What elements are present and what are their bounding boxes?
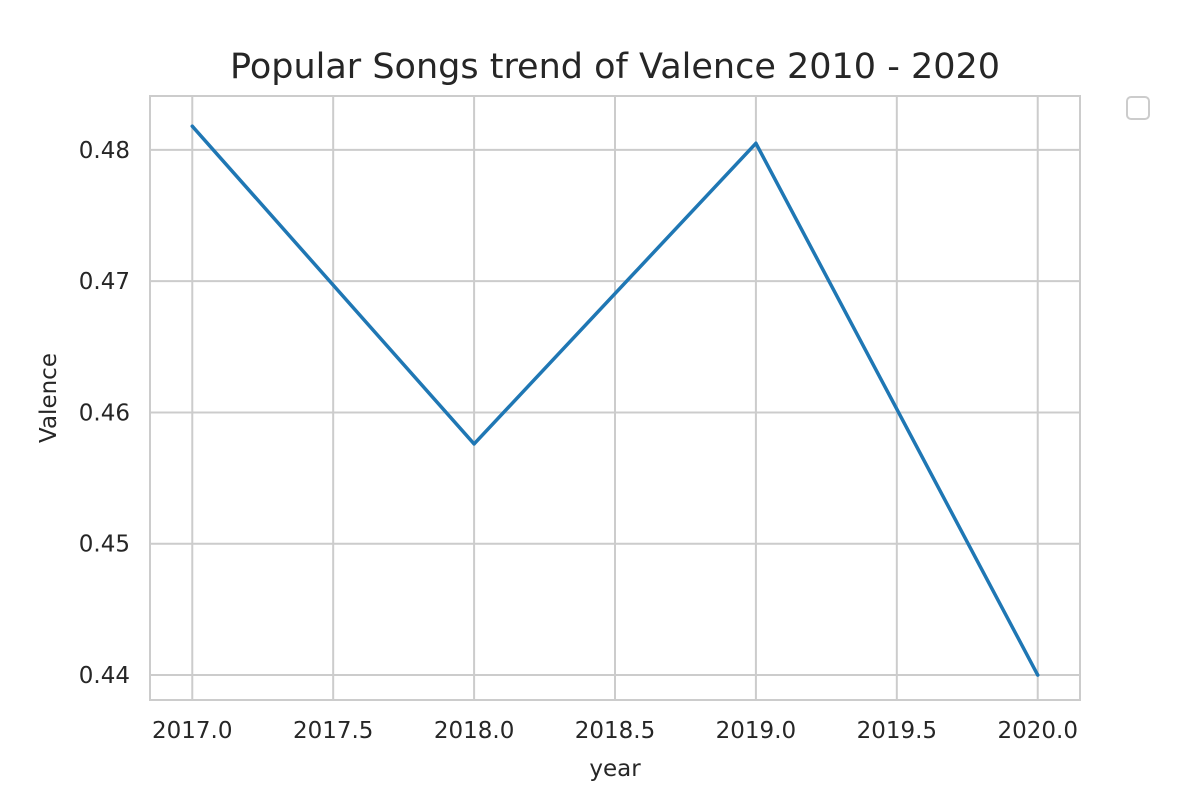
series-layer xyxy=(190,124,1040,677)
y-tick-label: 0.44 xyxy=(79,663,130,689)
data-point xyxy=(190,124,194,128)
y-axis-label: Valence xyxy=(36,353,62,443)
x-tick-label: 2018.5 xyxy=(575,718,655,744)
y-tick-label: 0.47 xyxy=(79,269,130,295)
legend-box xyxy=(1126,96,1150,120)
x-tick-label: 2017.0 xyxy=(152,718,232,744)
plot-frame xyxy=(149,95,1081,701)
y-tick-labels: 0.44 0.45 0.46 0.47 0.48 xyxy=(79,138,130,689)
x-tick-label: 2017.5 xyxy=(293,718,373,744)
chart-title: Popular Songs trend of Valence 2010 - 20… xyxy=(230,47,1000,87)
x-tick-label: 2018.0 xyxy=(434,718,514,744)
grid-lines xyxy=(150,96,1080,700)
y-tick-label: 0.46 xyxy=(79,400,130,426)
data-point xyxy=(1036,673,1040,677)
data-point xyxy=(472,442,476,446)
x-tick-labels: 2017.0 2017.5 2018.0 2018.5 2019.0 2019.5 2020… xyxy=(152,718,1078,744)
x-tick-label: 2019.0 xyxy=(716,718,796,744)
y-tick-label: 0.48 xyxy=(79,138,130,164)
x-axis-label: year xyxy=(589,756,641,782)
x-tick-label: 2020.0 xyxy=(997,718,1077,744)
data-point xyxy=(754,141,758,145)
y-tick-label: 0.45 xyxy=(79,532,130,558)
x-tick-label: 2019.5 xyxy=(857,718,937,744)
series-line xyxy=(190,124,1040,677)
